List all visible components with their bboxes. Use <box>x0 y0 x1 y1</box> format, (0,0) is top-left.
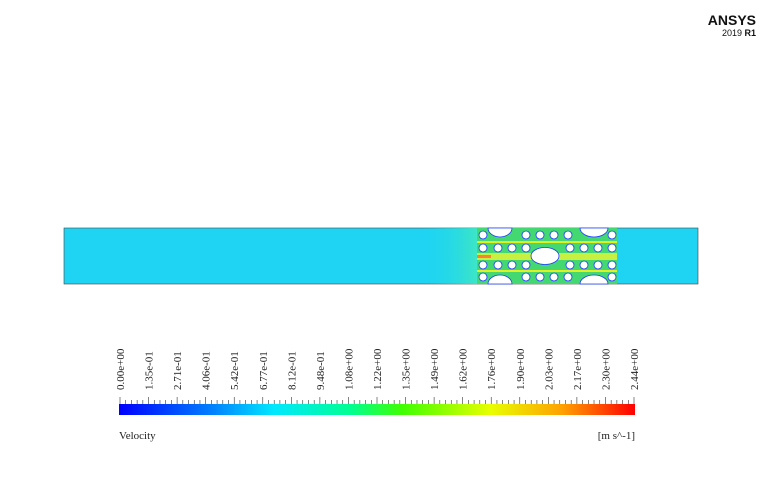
colorbar-tick-label: 1.08e+00 <box>343 348 355 390</box>
hole <box>535 272 545 282</box>
colorbar-tick-label: 1.62e+00 <box>458 348 470 390</box>
colorbar: Velocity [m s^-1] 0.00e+00 1.35e-01 2.71e-… <box>115 348 641 442</box>
hole <box>563 272 573 282</box>
hole <box>478 230 488 240</box>
hole <box>478 243 488 253</box>
colorbar-tick-label: 1.35e-01 <box>144 351 156 390</box>
colorbar-title: Velocity <box>119 430 156 442</box>
colorbar-tick-label: 1.49e+00 <box>429 348 441 390</box>
hole <box>521 272 531 282</box>
hole <box>507 243 517 253</box>
hole <box>521 260 531 270</box>
colorbar-tick-label: 1.22e+00 <box>372 348 384 390</box>
hole <box>607 230 617 240</box>
hole <box>607 243 617 253</box>
hole <box>565 260 575 270</box>
hole <box>579 243 589 253</box>
hole <box>535 230 545 240</box>
colorbar-tick-label: 8.12e-01 <box>286 351 298 390</box>
hole <box>507 260 517 270</box>
logo: ANSYS 2019 R1 <box>708 12 756 38</box>
colorbar-tick-label: 1.76e+00 <box>486 348 498 390</box>
hole <box>478 272 488 282</box>
colorbar-tick-label: 1.35e+00 <box>401 348 413 390</box>
cutout <box>487 227 513 238</box>
hole <box>549 230 559 240</box>
colorbar-tick-label: 4.06e-01 <box>201 351 213 390</box>
hole <box>607 272 617 282</box>
hole <box>521 230 531 240</box>
hole <box>521 243 531 253</box>
hole <box>493 260 503 270</box>
colorbar-tick-label: 9.48e-01 <box>315 351 327 390</box>
hole <box>593 260 603 270</box>
logo-version: 2019 <box>722 28 742 38</box>
hole <box>549 272 559 282</box>
cutout <box>487 274 513 285</box>
cutout <box>579 274 609 285</box>
colorbar-tick-label: 2.44e+00 <box>629 348 641 390</box>
colorbar-tick-label: 2.71e-01 <box>172 351 184 390</box>
hole-large <box>530 247 560 265</box>
colorbar-tick-label: 6.77e-01 <box>258 351 270 390</box>
hole <box>565 243 575 253</box>
colorbar-tick-label: 2.30e+00 <box>600 348 612 390</box>
colorbar-tick-label: 2.03e+00 <box>543 348 555 390</box>
hole <box>593 243 603 253</box>
cutout <box>579 227 609 238</box>
hole <box>607 260 617 270</box>
colorbar-unit: [m s^-1] <box>598 430 635 442</box>
logo-brand: ANSYS <box>708 12 756 28</box>
hole <box>493 243 503 253</box>
hole <box>563 230 573 240</box>
colorbar-tick-label: 5.42e-01 <box>229 351 241 390</box>
colorbar-tick-label: 1.90e+00 <box>515 348 527 390</box>
colorbar-tick-label: 2.17e+00 <box>572 348 584 390</box>
colorbar-gradient <box>119 404 635 415</box>
contour-domain <box>63 227 699 285</box>
colorbar-tick-label: 0.00e+00 <box>115 348 127 390</box>
hole <box>478 260 488 270</box>
hole <box>579 260 589 270</box>
logo-release: R1 <box>744 28 756 38</box>
